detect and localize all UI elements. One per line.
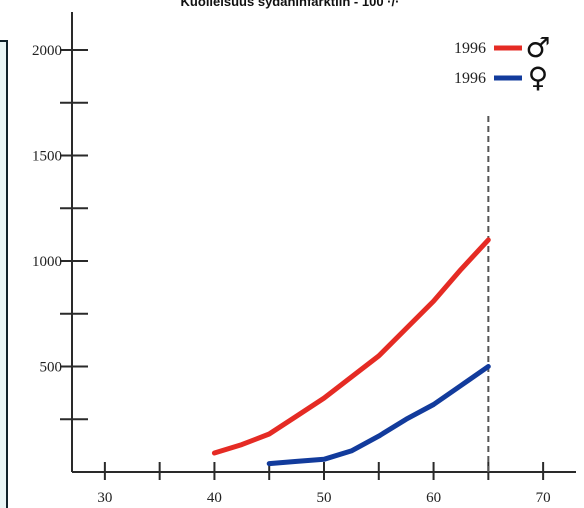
x-tick-label: 30 (97, 490, 112, 506)
series-line-1 (214, 240, 488, 453)
chart-legend: 1996 ♂ 1996 ♀ (454, 31, 551, 94)
x-tick-label: 70 (536, 490, 551, 506)
legend-symbol-2: ♀ (528, 61, 549, 94)
series-layer (214, 240, 488, 464)
legend-label-1: 1996 (454, 40, 486, 57)
x-tick-label: 40 (207, 490, 222, 506)
x-tick-label: 50 (317, 490, 332, 506)
y-tick-label: 1000 (32, 254, 62, 270)
chart-axes: 500 1000 1500 2000 30 40 50 60 70 (32, 12, 576, 506)
y-tick-label: 2000 (32, 43, 62, 59)
x-tick-label: 60 (426, 490, 441, 506)
chart-title: Kuolleisuus sydäninfarktiin - 100 ·/· (181, 0, 400, 9)
y-tick-label: 1500 (32, 148, 62, 164)
legend-label-2: 1996 (454, 70, 486, 87)
legend-symbol-1: ♂ (525, 31, 550, 64)
y-tick-label: 500 (40, 359, 63, 375)
